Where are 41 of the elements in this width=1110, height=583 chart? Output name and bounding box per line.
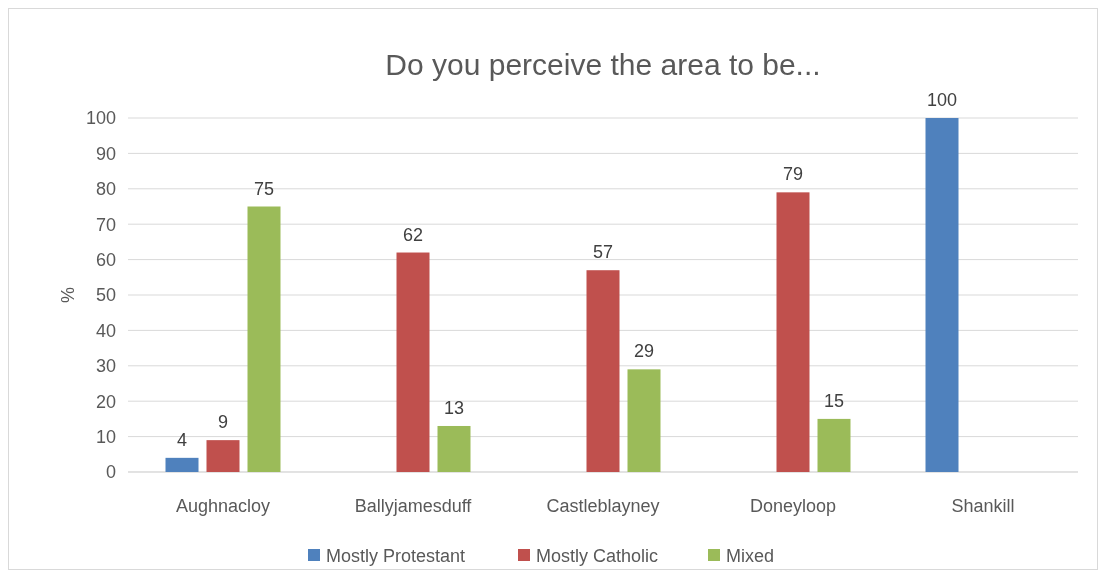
y-tick-label: 60 [95,249,116,270]
y-tick-label: 10 [95,426,116,447]
y-tick-label: 100 [85,108,116,129]
data-label: 15 [823,390,845,411]
bar [817,418,851,472]
data-label: 79 [782,164,804,185]
x-tick-label: Doneyloop [749,496,837,516]
y-tick-label: 20 [95,391,116,412]
data-label: 29 [633,341,655,362]
x-tick-label: Ballyjamesduff [354,496,473,516]
data-label: 57 [592,242,614,263]
x-tick-label: Aughnacloy [175,496,271,516]
legend-label: Mostly Protestant [326,546,466,567]
bar [165,457,199,472]
bar [776,192,810,472]
y-tick-label: 80 [95,179,116,200]
data-label: 13 [443,397,465,418]
bar [396,252,430,472]
data-label: 75 [253,178,275,199]
x-tick-label: Castleblayney [546,496,660,516]
data-label: 100 [926,90,958,110]
y-tick-label: 50 [95,285,116,306]
y-tick-label: 0 [105,462,116,483]
legend-label: Mostly Catholic [536,546,659,567]
bar [925,118,959,472]
data-label: 4 [176,429,188,450]
bar [627,369,661,472]
y-tick-label: 90 [95,143,116,164]
bar [437,425,471,472]
y-tick-label: 30 [95,356,116,377]
chart-title: Do you perceive the area to be... [385,48,821,81]
bar [247,206,281,472]
x-tick-label: Shankill [951,496,1015,516]
y-tick-label: 40 [95,320,116,341]
y-tick-label: 70 [95,214,116,235]
y-axis-title: % [58,286,78,304]
legend-label: Mixed [726,546,775,567]
data-label: 9 [217,412,229,433]
bar [206,440,240,472]
data-label: 62 [402,224,424,245]
bar [586,270,620,472]
